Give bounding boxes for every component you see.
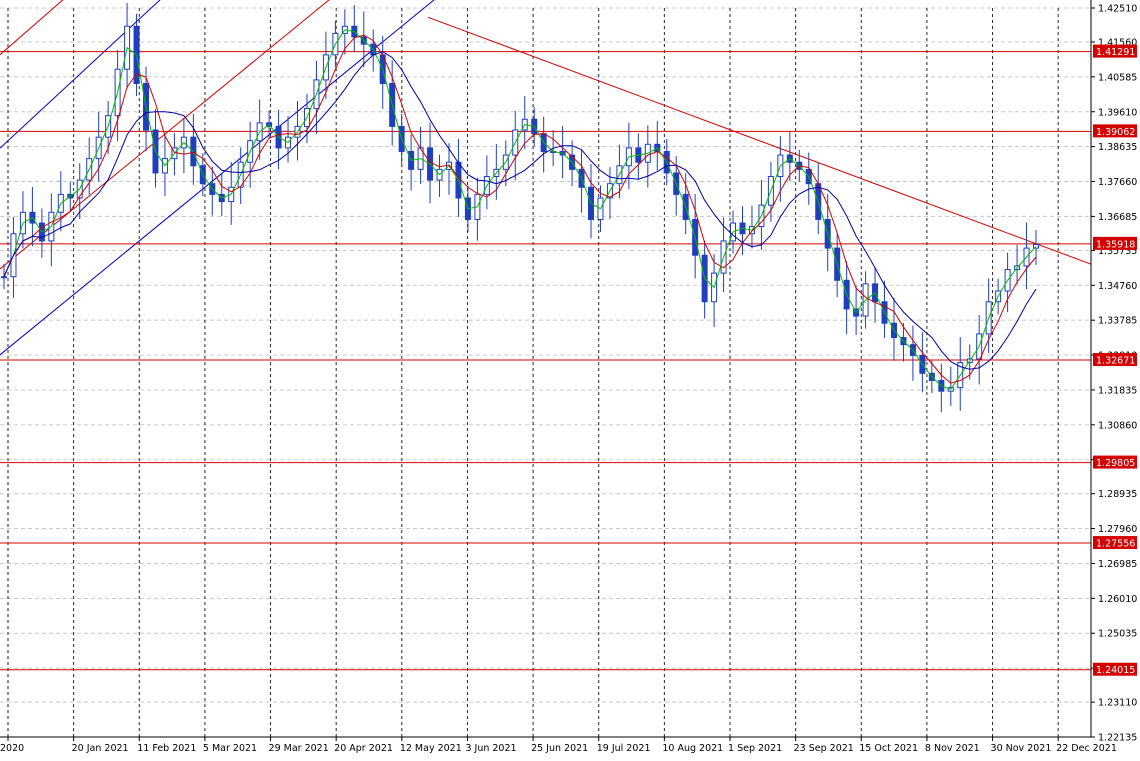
y-tick-label-8: 1.34760 — [1098, 281, 1137, 292]
x-tick-label-14: 8 Nov 2021 — [925, 743, 980, 754]
x-tick-label-10: 10 Aug 2021 — [662, 743, 723, 754]
level-label-box-2 — [1093, 236, 1137, 250]
x-tick-label-0: 2020 — [0, 743, 24, 754]
y-tick-label-6: 1.36685 — [1098, 212, 1137, 223]
x-tick-label-12: 23 Sep 2021 — [794, 743, 854, 754]
channel-line-3 — [0, 0, 330, 270]
x-tick-label-6: 12 May 2021 — [400, 743, 462, 754]
level-label-box-3 — [1093, 353, 1137, 367]
candle-body-0 — [1, 276, 7, 279]
level-label-4: 1.29805 — [1096, 458, 1135, 469]
x-tick-label-13: 15 Oct 2021 — [859, 743, 918, 754]
y-tick-label-20: 1.23110 — [1098, 698, 1137, 709]
y-tick-label-12: 1.30860 — [1098, 420, 1137, 431]
x-tick-label-2: 11 Feb 2021 — [137, 743, 196, 754]
y-tick-label-16: 1.26985 — [1098, 559, 1137, 570]
y-tick-label-2: 1.40585 — [1098, 72, 1137, 83]
level-label-box-4 — [1093, 455, 1137, 469]
moving-average-2 — [3, 51, 1037, 370]
level-label-6: 1.24015 — [1096, 665, 1135, 676]
level-label-0: 1.41291 — [1096, 47, 1135, 58]
x-tick-label-16: 22 Dec 2021 — [1056, 743, 1117, 754]
level-label-2: 1.35918 — [1096, 239, 1135, 250]
resistance-trendline — [427, 16, 1092, 265]
y-tick-label-4: 1.38635 — [1098, 142, 1137, 153]
x-tick-label-1: 20 Jan 2021 — [72, 743, 129, 754]
y-tick-label-5: 1.37660 — [1098, 177, 1137, 188]
y-tick-label-21: 1.22135 — [1098, 733, 1137, 744]
x-tick-label-3: 5 Mar 2021 — [203, 743, 257, 754]
y-tick-label-17: 1.26010 — [1098, 594, 1137, 605]
x-tick-label-9: 19 Jul 2021 — [597, 743, 651, 754]
channel-line-1 — [0, 0, 435, 356]
y-tick-label-0: 1.42510 — [1098, 4, 1137, 15]
x-tick-label-11: 1 Sep 2021 — [728, 743, 782, 754]
y-tick-label-15: 1.27960 — [1098, 524, 1137, 535]
y-tick-label-14: 1.28935 — [1098, 489, 1137, 500]
moving-average-0 — [3, 29, 1037, 391]
y-tick-label-1: 1.41560 — [1098, 37, 1137, 48]
level-label-5: 1.27556 — [1096, 539, 1135, 550]
level-label-1: 1.39062 — [1096, 127, 1135, 138]
level-label-3: 1.32671 — [1096, 356, 1135, 367]
level-label-box-1 — [1093, 124, 1137, 138]
y-tick-label-9: 1.33785 — [1098, 316, 1137, 327]
x-tick-label-4: 29 Mar 2021 — [269, 743, 329, 754]
y-tick-label-7: 1.35735 — [1098, 246, 1137, 257]
level-label-box-5 — [1093, 536, 1137, 550]
x-tick-label-5: 20 Apr 2021 — [334, 743, 393, 754]
x-tick-label-8: 25 Jun 2021 — [531, 743, 588, 754]
candle-body-109 — [1033, 244, 1039, 249]
moving-average-1 — [3, 34, 1037, 384]
y-tick-label-11: 1.31835 — [1098, 385, 1137, 396]
y-tick-label-3: 1.39610 — [1098, 107, 1137, 118]
level-label-box-6 — [1093, 662, 1137, 676]
y-tick-label-18: 1.25035 — [1098, 629, 1137, 640]
x-tick-label-7: 3 Jun 2021 — [465, 743, 516, 754]
level-label-box-0 — [1093, 44, 1137, 58]
x-tick-label-15: 30 Nov 2021 — [991, 743, 1052, 754]
